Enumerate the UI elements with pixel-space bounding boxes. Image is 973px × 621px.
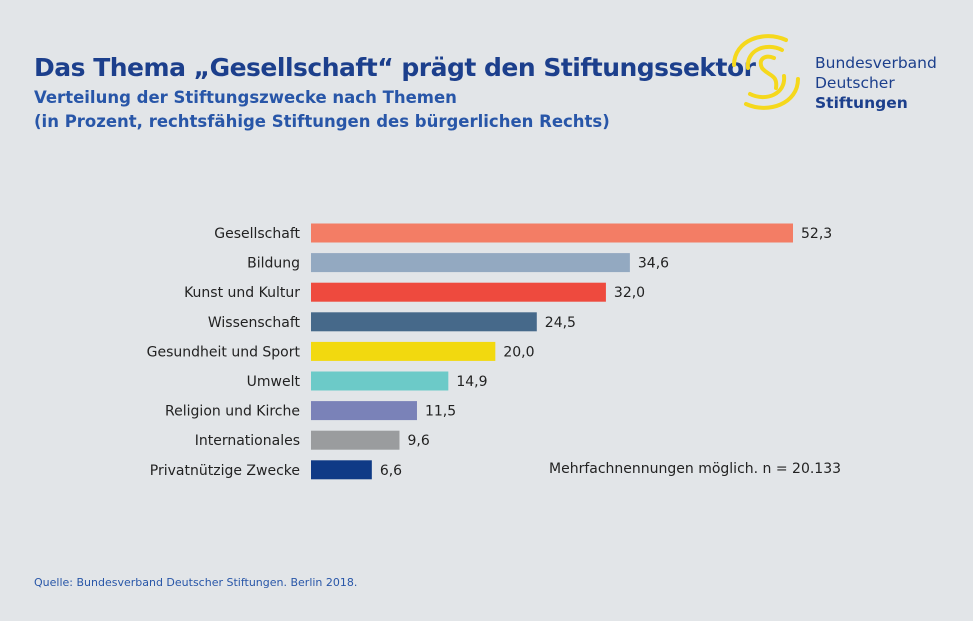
chart-subtitle-line-2: (in Prozent, rechtsfähige Stiftungen des… bbox=[34, 112, 610, 131]
bar bbox=[311, 401, 417, 421]
value-label: 14,9 bbox=[456, 374, 487, 390]
bar bbox=[311, 253, 630, 273]
logo-line-2: Deutscher bbox=[815, 74, 895, 92]
category-label: Gesellschaft bbox=[214, 226, 300, 242]
value-label: 9,6 bbox=[407, 433, 429, 449]
category-label: Wissenschaft bbox=[208, 315, 301, 331]
category-label: Religion und Kirche bbox=[165, 404, 300, 420]
chart-note: Mehrfachnennungen möglich. n = 20.133 bbox=[549, 461, 842, 477]
category-label: Gesundheit und Sport bbox=[147, 344, 301, 360]
chart-title: Das Thema „Gesellschaft“ prägt den Stift… bbox=[34, 53, 756, 82]
bar bbox=[311, 371, 449, 391]
value-label: 24,5 bbox=[545, 315, 576, 331]
logo-swirl-icon bbox=[732, 34, 800, 110]
value-label: 20,0 bbox=[503, 344, 534, 360]
logo-line-1: Bundesverband bbox=[815, 54, 937, 72]
bar bbox=[311, 341, 496, 361]
bar bbox=[311, 430, 400, 450]
bar bbox=[311, 282, 606, 302]
logo-line-3: Stiftungen bbox=[815, 94, 908, 112]
value-label: 32,0 bbox=[614, 285, 645, 301]
category-label: Privatnützige Zwecke bbox=[150, 463, 300, 479]
value-label: 6,6 bbox=[380, 463, 402, 479]
value-label: 52,3 bbox=[801, 226, 832, 242]
category-label: Kunst und Kultur bbox=[184, 285, 300, 301]
chart-subtitle-line-1: Verteilung der Stiftungszwecke nach Them… bbox=[34, 88, 457, 107]
value-label: 11,5 bbox=[425, 404, 456, 420]
category-label: Internationales bbox=[195, 433, 300, 449]
bar bbox=[311, 312, 537, 332]
bar bbox=[311, 460, 372, 480]
value-label: 34,6 bbox=[638, 256, 669, 272]
source-note: Quelle: Bundesverband Deutscher Stiftung… bbox=[34, 576, 358, 589]
category-label: Bildung bbox=[247, 256, 300, 272]
category-label: Umwelt bbox=[247, 374, 301, 390]
bar bbox=[311, 223, 793, 243]
logo-text: Bundesverband Deutscher Stiftungen bbox=[815, 53, 937, 113]
